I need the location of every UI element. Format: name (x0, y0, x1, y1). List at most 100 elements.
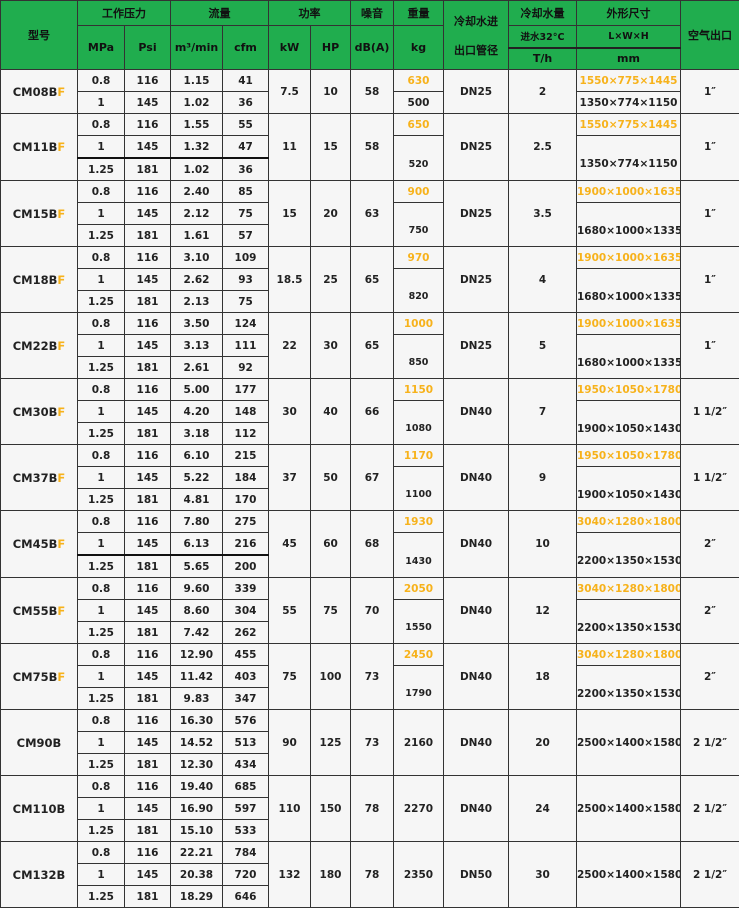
mpa-cell: 0.8 (77, 643, 125, 666)
header-kg: kg (393, 25, 444, 70)
flow-cfm-cell: 93 (222, 268, 269, 291)
outlet-cell: 2″ (680, 643, 739, 710)
weight-highlight-cell: 1000 (393, 312, 444, 335)
weight-cell: 500 (393, 91, 444, 114)
dims-highlight-cell: 3040×1280×1800 (576, 577, 681, 600)
psi-cell: 116 (124, 577, 171, 600)
mpa-cell: 0.8 (77, 444, 125, 467)
mpa-cell: 1.25 (77, 554, 125, 578)
flow-m3min-cell: 4.81 (170, 488, 223, 511)
power-hp-cell: 30 (310, 312, 351, 379)
noise-cell: 63 (350, 180, 394, 247)
flow-m3min-cell: 14.52 (170, 731, 223, 754)
header-pipe-line2: 出口管径 (454, 43, 498, 57)
table-row: 1 145 2.62 93 820 1680×1000×1335 (1, 268, 739, 313)
model-cell: CM11BF (0, 113, 78, 181)
dims-cell: 1680×1000×1335 (576, 268, 681, 313)
model-name: CM75B (12, 669, 58, 684)
header-mpa: MPa (77, 25, 125, 70)
flow-m3min-cell: 7.42 (170, 621, 223, 644)
header-dba: dB(A) (350, 25, 394, 70)
flow-m3min-cell: 4.20 (170, 400, 223, 423)
model-cell: CM37BF (0, 444, 78, 511)
dims-cell: 1350×774×1150 (576, 91, 681, 114)
table-row: CM37BF 0.8 116 6.10 215 37 50 67 1170 DN40 9 1950×1… (0, 444, 739, 511)
weight-highlight-cell: 970 (393, 246, 444, 269)
table-row: 1 145 20.38 720 (1, 863, 739, 886)
power-hp-cell: 75 (310, 577, 351, 644)
pipe-cell: DN40 (443, 378, 509, 445)
power-kw-cell: 15 (268, 180, 311, 247)
flow-m3min-cell: 5.22 (170, 466, 223, 489)
flow-cfm-cell: 513 (222, 731, 269, 754)
flow-cfm-cell: 75 (222, 202, 269, 225)
psi-cell: 116 (124, 246, 171, 269)
header-dims-unit: mm (576, 47, 681, 70)
table-row: CM15BF 0.8 116 2.40 85 15 20 63 900 DN25 3.5 1900×1… (0, 180, 739, 247)
dims-cell: 1900×1050×1430 (576, 400, 681, 445)
weight-cell: 1550 (393, 599, 444, 644)
flow-cfm-cell: 597 (222, 797, 269, 820)
power-hp-cell: 25 (310, 246, 351, 313)
outlet-cell: 1″ (680, 113, 739, 181)
flow-m3min-cell: 2.13 (170, 290, 223, 313)
model-suffix: F (57, 603, 66, 618)
outlet-cell: 1 1/2″ (680, 444, 739, 511)
flow-m3min-cell: 5.65 (170, 554, 223, 578)
dims-highlight-cell: 1900×1000×1635 (576, 180, 681, 203)
mpa-cell: 1.25 (77, 356, 125, 379)
weight-cell: 2270 (393, 775, 444, 842)
pipe-cell: DN40 (443, 510, 509, 578)
weight-highlight-cell: 650 (393, 113, 444, 136)
weight-highlight-cell: 1170 (393, 444, 444, 467)
model-name: CM55B (12, 603, 58, 618)
header-noise: 噪音 (350, 0, 394, 26)
cooling-cell: 12 (508, 577, 577, 644)
psi-cell: 116 (124, 312, 171, 335)
power-kw-cell: 75 (268, 643, 311, 710)
psi-cell: 181 (124, 819, 171, 842)
dims-cell: 2500×1400×1580 (576, 841, 681, 908)
table-row: 1.25 181 15.10 533 (1, 819, 739, 842)
psi-cell: 145 (124, 91, 171, 114)
noise-cell: 73 (350, 709, 394, 776)
flow-cfm-cell: 170 (222, 488, 269, 511)
power-hp-cell: 10 (310, 69, 351, 114)
mpa-cell: 0.8 (77, 180, 125, 203)
mpa-cell: 0.8 (77, 841, 125, 864)
model-name: CM18B (12, 272, 58, 287)
weight-highlight-cell: 2450 (393, 643, 444, 666)
flow-m3min-cell: 19.40 (170, 775, 223, 798)
flow-cfm-cell: 347 (222, 687, 269, 710)
mpa-cell: 1.25 (77, 422, 125, 445)
flow-cfm-cell: 215 (222, 444, 269, 467)
psi-cell: 181 (124, 224, 171, 247)
model-name: CM11B (12, 140, 58, 154)
mpa-cell: 0.8 (77, 709, 125, 732)
table-row: 1 145 4.20 148 1080 1900×1050×1430 (1, 400, 739, 445)
flow-cfm-cell: 184 (222, 466, 269, 489)
mpa-cell: 1 (77, 863, 125, 886)
power-hp-cell: 60 (310, 510, 351, 578)
flow-cfm-cell: 262 (222, 621, 269, 644)
table-row: 1 145 5.22 184 1100 1900×1050×1430 (1, 466, 739, 511)
flow-cfm-cell: 275 (222, 510, 269, 533)
mpa-cell: 1.25 (77, 753, 125, 776)
flow-cfm-cell: 36 (222, 157, 269, 181)
header-flow: 流量 (170, 0, 269, 26)
table-row: 1.25 181 7.42 262 (1, 621, 739, 644)
dims-cell: 2200×1350×1530 (576, 665, 681, 710)
flow-cfm-cell: 576 (222, 709, 269, 732)
weight-highlight-cell: 630 (393, 69, 444, 92)
model-cell: CM75BF (0, 643, 78, 710)
flow-cfm-cell: 304 (222, 599, 269, 622)
table-row: 1.25 181 9.83 347 (1, 687, 739, 710)
header-m3min: m³/min (170, 25, 223, 70)
power-hp-cell: 15 (310, 113, 351, 181)
weight-cell: 1790 (393, 665, 444, 710)
noise-cell: 66 (350, 378, 394, 445)
mpa-cell: 0.8 (77, 113, 125, 136)
psi-cell: 116 (124, 180, 171, 203)
flow-cfm-cell: 177 (222, 378, 269, 401)
flow-cfm-cell: 109 (222, 246, 269, 269)
